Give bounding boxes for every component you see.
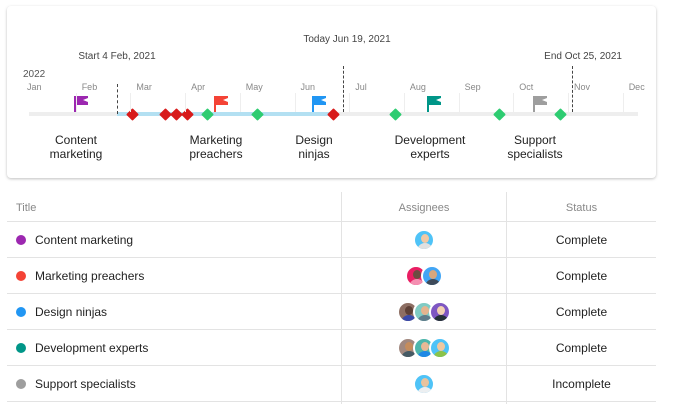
flag-icon[interactable] xyxy=(214,96,228,112)
flag-icon[interactable] xyxy=(312,96,326,112)
column-header-title[interactable]: Title xyxy=(16,202,37,214)
month-label: Apr xyxy=(191,82,206,92)
month-label: May xyxy=(245,82,263,92)
month-separator xyxy=(458,93,460,112)
milestone-diamond[interactable] xyxy=(126,108,139,121)
milestone-diamond[interactable] xyxy=(389,108,402,121)
month-separator xyxy=(239,93,241,112)
month-label: Nov xyxy=(574,82,591,92)
row-title: Marketing preachers xyxy=(35,269,145,283)
table-row[interactable]: Development experts Complete xyxy=(7,330,656,366)
month-separator xyxy=(622,93,624,112)
avatar[interactable] xyxy=(429,337,451,359)
milestone-label: Marketing preachers xyxy=(189,133,243,161)
status-value: Incomplete xyxy=(552,377,611,391)
month-label: Feb xyxy=(81,82,98,92)
row-title: Design ninjas xyxy=(35,305,108,319)
color-dot xyxy=(16,235,26,245)
month-label: Mar xyxy=(136,82,152,92)
milestones-table: Title Assignees Status Content marketing… xyxy=(7,192,656,404)
flag-icon[interactable] xyxy=(427,96,441,112)
avatar[interactable] xyxy=(413,229,435,251)
milestone-diamond[interactable] xyxy=(493,108,506,121)
table-header: Title Assignees Status xyxy=(7,192,656,222)
assignees xyxy=(342,301,506,323)
today-marker-line xyxy=(343,66,344,112)
month-separator xyxy=(349,93,351,112)
milestone-label: Development experts xyxy=(394,133,466,161)
color-dot xyxy=(16,307,26,317)
month-separator xyxy=(513,93,515,112)
row-title: Support specialists xyxy=(35,377,136,391)
table-row[interactable]: Support specialists Incomplete xyxy=(7,366,656,402)
status-value: Complete xyxy=(555,305,608,319)
table-row[interactable]: Design ninjas Complete xyxy=(7,294,656,330)
milestone-label: Design ninjas xyxy=(295,133,333,161)
milestone-label: Support specialists xyxy=(507,133,563,161)
flag-icon[interactable] xyxy=(74,96,88,112)
row-title: Development experts xyxy=(35,341,149,355)
end-marker-line xyxy=(572,66,573,112)
month-label: Oct xyxy=(519,82,534,92)
month-separator xyxy=(568,93,569,112)
status-value: Complete xyxy=(555,341,608,355)
color-dot xyxy=(16,379,26,389)
avatar[interactable] xyxy=(413,373,435,395)
assignees xyxy=(342,265,506,287)
flag-icon[interactable] xyxy=(533,96,547,112)
year-label: 2022 xyxy=(23,69,46,80)
month-separator xyxy=(75,93,77,112)
table-row[interactable]: Marketing preachers Complete xyxy=(7,258,656,294)
color-dot xyxy=(16,343,26,353)
assignees xyxy=(342,229,506,251)
month-separator xyxy=(185,93,187,112)
month-separator xyxy=(130,93,132,112)
month-label: Jan xyxy=(27,82,42,92)
milestone-diamond[interactable] xyxy=(181,108,194,121)
milestone-diamond[interactable] xyxy=(554,108,567,121)
milestone-diamond[interactable] xyxy=(251,108,264,121)
color-dot xyxy=(16,271,26,281)
status-value: Complete xyxy=(555,269,608,283)
month-label: Jun xyxy=(300,82,316,92)
month-label: Aug xyxy=(409,82,426,92)
month-separator xyxy=(294,93,296,112)
row-title: Content marketing xyxy=(35,233,134,247)
milestone-diamond[interactable] xyxy=(327,108,340,121)
start-marker-line xyxy=(117,84,118,114)
today-label: Today Jun 19, 2021 xyxy=(303,34,391,45)
column-header-status[interactable]: Status xyxy=(565,202,598,214)
timeline-card: 2022 Start 4 Feb, 2021 Today Jun 19, 202… xyxy=(7,6,656,178)
milestone-label: Content marketing xyxy=(49,133,103,161)
status-value: Complete xyxy=(555,233,608,247)
month-label: Dec xyxy=(628,82,645,92)
assignees xyxy=(342,373,506,395)
month-label: Sep xyxy=(464,82,481,92)
milestone-diamond[interactable] xyxy=(201,108,214,121)
column-header-assignees[interactable]: Assignees xyxy=(398,202,450,214)
month-label: Jul xyxy=(355,82,367,92)
timeline-progress-bar xyxy=(117,112,335,116)
avatar[interactable] xyxy=(429,301,451,323)
avatar[interactable] xyxy=(421,265,443,287)
start-label: Start 4 Feb, 2021 xyxy=(78,51,156,62)
end-label: End Oct 25, 2021 xyxy=(544,51,622,62)
table-row[interactable]: Content marketing Complete xyxy=(7,222,656,258)
assignees xyxy=(342,337,506,359)
month-separator xyxy=(403,93,405,112)
